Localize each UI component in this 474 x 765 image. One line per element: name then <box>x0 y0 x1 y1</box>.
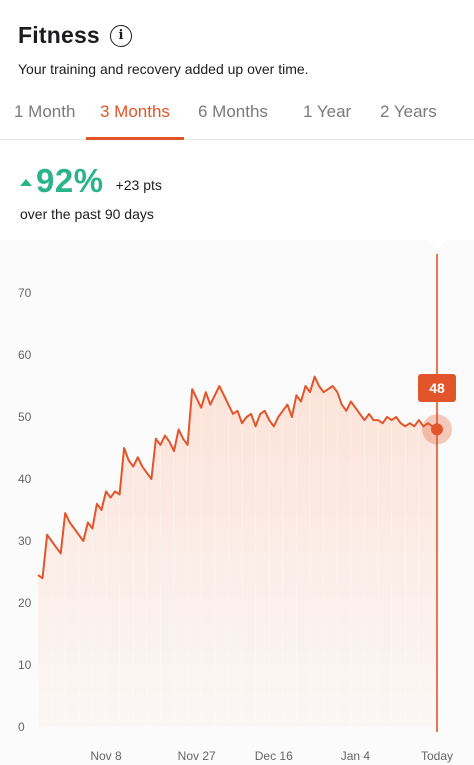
y-tick-label: 50 <box>18 410 32 424</box>
page-title: Fitness <box>18 22 100 48</box>
y-tick-label: 0 <box>18 720 25 734</box>
tab-2-years[interactable]: 2 Years <box>380 102 437 121</box>
y-tick-label: 30 <box>18 534 32 548</box>
selected-point <box>431 423 443 436</box>
y-tick-label: 40 <box>18 472 32 486</box>
y-tick-label: 10 <box>18 658 32 672</box>
x-tick-label: Today <box>421 749 453 763</box>
y-tick-label: 70 <box>18 286 32 300</box>
fitness-chart[interactable]: 0 10 20 30 40 50 60 70 48 Nov 8 Nov 27 Dec 16 Jan 4 T… <box>0 240 474 765</box>
active-tab-indicator <box>86 137 184 140</box>
chart-line <box>37 375 438 580</box>
time-range-tabs: 1 Month 3 Months 6 Months 1 Year 2 Years <box>0 92 474 140</box>
page-subtitle: Your training and recovery added up over… <box>18 61 309 77</box>
up-arrow-icon <box>20 178 32 186</box>
period-label: over the past 90 days <box>20 206 154 222</box>
x-tick-label: Nov 27 <box>178 749 216 763</box>
cursor-notch <box>428 240 446 250</box>
tab-1-month[interactable]: 1 Month <box>14 102 76 121</box>
y-tick-label: 60 <box>18 348 32 362</box>
change-row: 92% +23 pts <box>20 162 162 200</box>
tab-6-months[interactable]: 6 Months <box>198 102 268 121</box>
chart-area-fill <box>38 376 437 727</box>
value-badge-label: 48 <box>429 380 445 396</box>
info-icon[interactable]: i <box>109 24 132 47</box>
tab-1-year[interactable]: 1 Year <box>303 102 352 121</box>
x-tick-label: Jan 4 <box>341 749 371 763</box>
title-row: Fitness i <box>18 22 309 49</box>
fitness-stats: 92% +23 pts over the past 90 days <box>20 162 162 222</box>
x-tick-label: Nov 8 <box>90 749 122 763</box>
change-percent: 92% <box>36 162 104 199</box>
value-badge <box>418 374 456 402</box>
x-tick-label: Dec 16 <box>255 749 293 763</box>
chart-svg: 0 10 20 30 40 50 60 70 48 Nov 8 Nov 27 Dec 16 Jan 4 T… <box>18 240 456 763</box>
header: Fitness i Your training and recovery add… <box>18 22 309 77</box>
tab-3-months[interactable]: 3 Months <box>100 102 170 121</box>
change-points: +23 pts <box>115 177 162 193</box>
y-tick-label: 20 <box>18 596 32 610</box>
